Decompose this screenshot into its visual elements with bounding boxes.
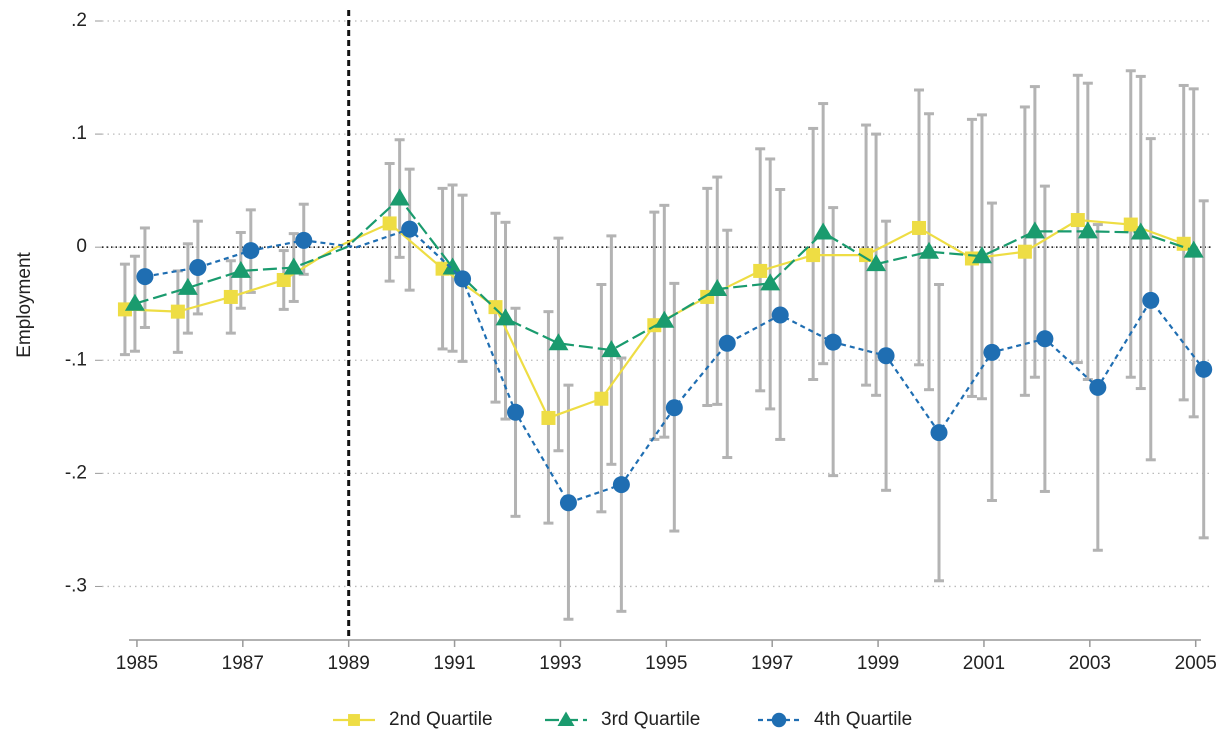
marker	[454, 270, 472, 288]
marker	[1130, 222, 1151, 240]
marker	[230, 260, 251, 278]
x-tick-label: 1997	[751, 653, 793, 674]
marker	[919, 241, 940, 259]
marker	[1036, 330, 1054, 348]
marker	[283, 257, 304, 275]
series-line	[134, 196, 1195, 352]
marker	[541, 410, 556, 425]
marker	[877, 347, 895, 365]
marker	[612, 476, 630, 494]
marker	[1183, 240, 1204, 258]
marker	[401, 220, 419, 238]
marker	[382, 216, 397, 231]
y-tick-label: -.1	[65, 349, 87, 370]
marker	[654, 310, 675, 328]
marker	[665, 399, 683, 417]
marker	[806, 248, 821, 263]
y-tick-label: -.2	[65, 462, 87, 483]
marker	[295, 231, 313, 249]
marker	[170, 304, 185, 319]
x-tick-label: 1995	[645, 653, 687, 674]
marker	[242, 242, 260, 260]
marker	[1195, 360, 1213, 378]
marker	[223, 289, 238, 304]
x-tick-label: 2005	[1175, 653, 1217, 674]
x-tick-label: 1989	[328, 653, 370, 674]
marker	[594, 391, 609, 406]
y-tick-label: 0	[76, 236, 87, 257]
y-tick-label: .2	[71, 10, 87, 31]
marker	[1017, 244, 1032, 259]
marker	[1024, 221, 1045, 239]
marker	[488, 300, 503, 315]
legend-label: 3rd Quartile	[601, 709, 700, 730]
x-tick-label: 1993	[539, 653, 581, 674]
legend-label: 4th Quartile	[814, 709, 912, 730]
marker	[753, 263, 768, 278]
marker	[389, 188, 410, 206]
marker	[548, 333, 569, 351]
marker	[983, 343, 1001, 361]
marker	[442, 257, 463, 275]
marker	[177, 277, 198, 295]
legend-marker	[557, 711, 575, 726]
x-tick-label: 1985	[116, 653, 158, 674]
legend-marker	[771, 712, 787, 728]
marker	[1070, 213, 1085, 228]
marker	[507, 403, 525, 421]
y-axis-label: Employment	[14, 251, 35, 357]
marker	[813, 222, 834, 240]
marker	[866, 254, 887, 272]
marker	[601, 340, 622, 358]
marker	[912, 220, 927, 235]
marker	[718, 334, 736, 352]
marker	[189, 259, 207, 277]
y-tick-label: -.3	[65, 575, 87, 596]
marker	[707, 279, 728, 297]
marker	[1142, 291, 1160, 309]
x-tick-label: 2003	[1069, 653, 1111, 674]
marker	[1077, 221, 1098, 239]
marker	[124, 293, 145, 311]
marker	[930, 424, 948, 442]
marker	[1089, 378, 1107, 396]
legend-marker	[348, 714, 360, 726]
marker	[824, 333, 842, 351]
marker	[1176, 236, 1191, 251]
x-tick-label: 1987	[222, 653, 264, 674]
legend-label: 2nd Quartile	[389, 709, 493, 730]
marker	[1123, 217, 1138, 232]
y-tick-label: .1	[71, 123, 87, 144]
marker	[859, 248, 874, 263]
marker	[559, 494, 577, 512]
marker	[760, 273, 781, 291]
x-tick-label: 2001	[963, 653, 1005, 674]
marker	[771, 306, 789, 324]
marker	[495, 308, 516, 326]
marker	[276, 272, 291, 287]
x-tick-label: 1991	[433, 653, 475, 674]
marker	[971, 246, 992, 264]
x-tick-label: 1999	[857, 653, 899, 674]
marker	[136, 268, 154, 286]
